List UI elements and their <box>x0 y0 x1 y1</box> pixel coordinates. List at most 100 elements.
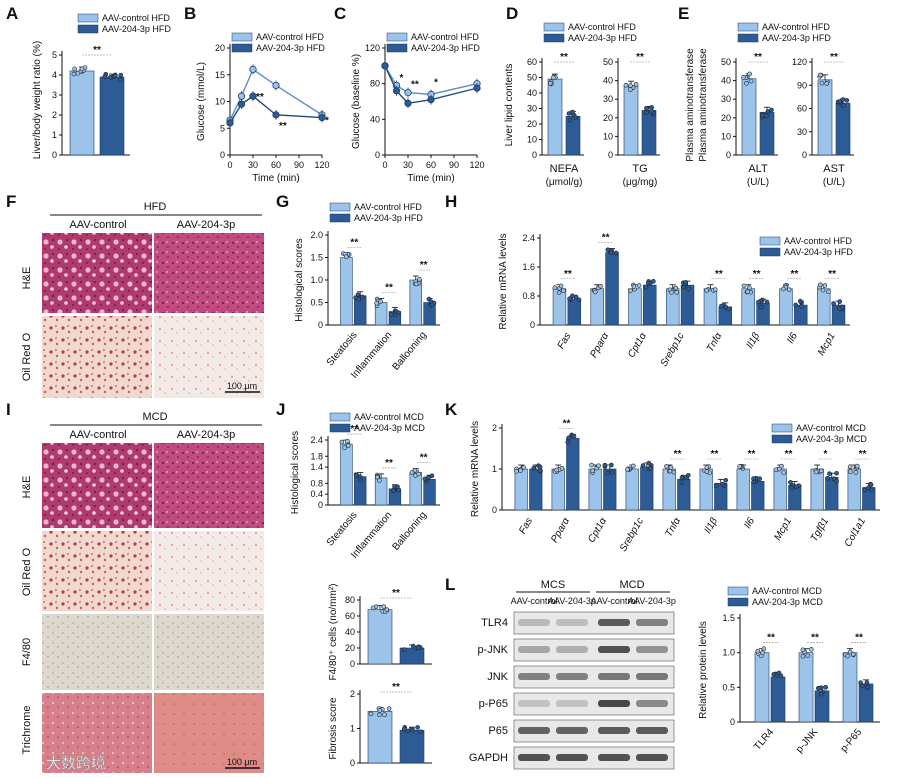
panel-g-bar-204-3p-point <box>396 310 402 316</box>
panel-c-ylabel: Glucose (baseline %) <box>351 54 362 149</box>
panel-c-point <box>427 96 435 104</box>
panel-a-legend-label-204-3p: AAV-204-3p HFD <box>102 24 171 34</box>
panel-c-point <box>381 62 389 70</box>
panel-j-bar-control-point <box>412 467 418 473</box>
panel-l-bar-204-3p-point <box>818 691 824 697</box>
panel-c-xtick-label: 60 <box>426 160 436 170</box>
panel-k-bar-204-3p-point <box>571 433 577 439</box>
hfd-col-control: AAV-control <box>69 219 126 231</box>
panel-d-left-bar-204-3p <box>565 115 581 156</box>
panel-c-legend-label-204-3p: AAV-204-3p HFD <box>411 43 480 53</box>
blot-band <box>598 754 630 761</box>
significance-marker: ** <box>830 52 838 63</box>
panel-h-category-label: Tnfα <box>705 331 725 354</box>
panel-e-left-bar-control-point <box>744 81 749 86</box>
blot-strip <box>513 611 675 635</box>
panel-e-right-bar-control-point <box>819 80 825 86</box>
panel-e-left-tick-label: 20 <box>721 113 731 123</box>
panel-b-point <box>226 119 234 127</box>
panel-e-left-unit: (U/L) <box>747 177 769 188</box>
panel-j-category-label: Steatosis <box>325 510 360 549</box>
panel-j-fib-bar-204-3p-point <box>401 726 407 732</box>
panel-d-legend-label-204-3p: AAV-204-3p HFD <box>568 33 637 43</box>
watermark: 大数跨境 <box>46 754 106 772</box>
panel-label-c: C <box>334 4 346 23</box>
panel-b-point <box>249 65 257 74</box>
panel-k-bar-204-3p-point <box>827 471 832 476</box>
panel-j-fib-bar-control-point <box>382 712 387 718</box>
panel-h-bar-204-3p-point <box>608 250 614 255</box>
blot-band <box>518 700 550 707</box>
panel-b-ytick-label: 20 <box>215 43 225 53</box>
panel-j-fib-tick-label: 0 <box>350 758 355 768</box>
panel-l-tick-label: 1.0 <box>722 648 735 658</box>
panel-c-point <box>473 84 481 92</box>
panel-k-bar-control-point <box>596 463 601 469</box>
panel-d-legend-label-control: AAV-control HFD <box>568 22 636 32</box>
panel-j-fib-bar-control-point <box>368 711 374 717</box>
panel-e-ylabel2: Plasma aminotransferase <box>685 48 696 162</box>
blot-band <box>518 619 550 626</box>
panel-h-category-label: Mcp1 <box>816 331 838 358</box>
panel-k-bar-204-3p-point <box>789 485 795 491</box>
panel-h-tick-label: 0.8 <box>522 291 535 301</box>
significance-marker: * <box>824 449 828 460</box>
panel-l-legend-label-control: AAV-control MCD <box>752 586 822 596</box>
panel-d-ylabel: Liver lipid contents <box>504 64 515 147</box>
panel-c-ytick-label: 0 <box>375 150 380 160</box>
panel-k-bar-204-3p-point <box>537 464 543 470</box>
significance-marker: ** <box>392 588 400 599</box>
panel-l-bar-204-3p-point <box>815 685 821 691</box>
panel-a-ylabel: Liver/body weight ratio (%) <box>32 41 43 159</box>
panel-j-bar-control <box>374 477 388 506</box>
significance-marker: ** <box>564 269 572 280</box>
panel-k-bar-204-3p-point <box>751 479 757 485</box>
panel-label-a: A <box>6 4 18 23</box>
panel-j-f480-bar-control-point <box>381 604 386 609</box>
blot-band <box>556 754 588 761</box>
panel-e-right-tick-label: 60 <box>797 104 807 114</box>
panel-d-right-unit: (μg/mg) <box>623 177 658 188</box>
panel-e-right-bar-control-point <box>818 72 823 78</box>
panel-b-point <box>318 113 326 122</box>
panel-k-bar-control-point <box>667 468 673 474</box>
hfd-oro-control-image <box>42 316 152 398</box>
panel-k-bar-control-point <box>631 463 636 469</box>
panel-k-legend-swatch-control <box>771 423 793 433</box>
panel-d-right-bar-control-point <box>623 83 629 88</box>
panel-a-legend-label-control: AAV-control HFD <box>102 13 170 23</box>
panel-j-fib-bar-control-point <box>377 708 383 713</box>
panel-k-bar-control-point <box>671 469 677 475</box>
panel-k-category-label: Fas <box>517 516 535 536</box>
hfd-title: HFD <box>144 201 167 213</box>
significance-marker: ** <box>420 453 428 464</box>
blot-lane-2: AAV-204-3p <box>548 596 596 606</box>
significance-marker: ** <box>420 260 428 271</box>
panel-e-right-tick-label: 30 <box>797 127 807 137</box>
mcd-row-f480: F4/80 <box>21 638 33 666</box>
panel-k-category-label: Il1β <box>702 516 720 536</box>
panel-j-fib-bar-204-3p-point <box>415 725 420 730</box>
panel-k-category-label: Il6 <box>742 516 757 531</box>
panel-j-fib-bar-control <box>367 710 393 764</box>
panel-k-bar-204-3p-point <box>609 469 615 475</box>
panel-a-bar-204-3p-point <box>118 77 123 83</box>
panel-k-bar-control-point <box>779 463 784 469</box>
panel-h-bar-control <box>741 288 755 326</box>
panel-l-bar-204-3p <box>858 683 874 723</box>
panel-h-legend-swatch-control <box>759 236 781 246</box>
panel-k-tick-label: 0 <box>492 505 497 515</box>
panel-j-fib-ylabel: Fibrosis score <box>328 697 339 760</box>
panel-j-fib-bar-control-point <box>377 712 382 718</box>
significance-marker: ** <box>715 269 723 280</box>
panel-j-bar-204-3p-point <box>354 473 359 478</box>
panel-a-tick-label: 1 <box>52 130 57 140</box>
panel-l-bar-control <box>798 652 814 723</box>
panel-h-bar-control-point <box>781 286 786 292</box>
panel-k-bar-204-3p-point <box>788 480 793 485</box>
panel-c-xtick-label: 0 <box>382 160 387 170</box>
panel-g-bar-control-point <box>413 281 419 287</box>
panel-h-bar-204-3p-point <box>831 301 836 306</box>
panel-k-category-label: Mcp1 <box>772 516 794 543</box>
